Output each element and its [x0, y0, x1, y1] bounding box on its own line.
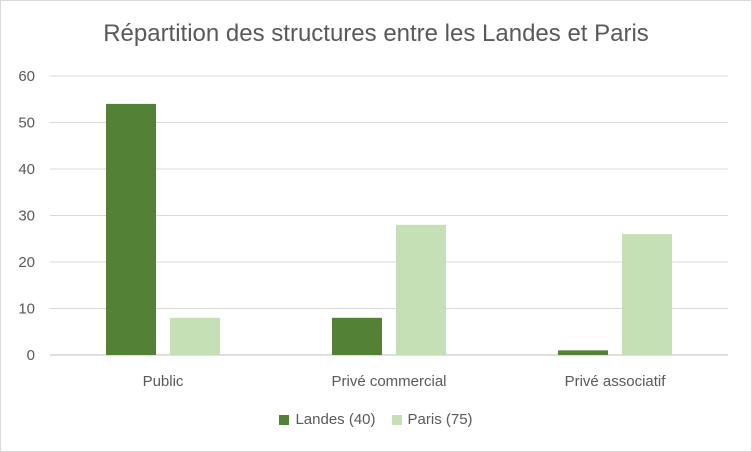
chart-legend: Landes (40) Paris (75)	[0, 411, 752, 428]
chart-title: Répartition des structures entre les Lan…	[103, 20, 649, 47]
bar-landes-0	[106, 103, 156, 356]
bar-landes-1	[332, 317, 382, 355]
x-tick-label: Privé associatif	[565, 373, 667, 390]
legend-label-paris: Paris (75)	[407, 411, 473, 428]
legend-swatch-landes	[279, 414, 290, 425]
legend-label-landes: Landes (40)	[295, 411, 376, 428]
legend-item-landes: Landes (40)	[279, 411, 376, 428]
y-tick-label: 0	[27, 347, 35, 364]
legend-swatch-paris	[391, 414, 402, 425]
bar-paris-2	[622, 234, 672, 355]
y-tick-label: 30	[18, 208, 35, 225]
bar-paris-1	[396, 224, 446, 355]
bar-landes-2	[558, 350, 608, 355]
bar-paris-0	[170, 317, 220, 355]
legend-item-paris: Paris (75)	[391, 411, 473, 428]
y-tick-label: 20	[18, 254, 35, 271]
x-tick-label: Public	[143, 373, 184, 390]
y-tick-label: 40	[18, 161, 35, 178]
x-tick-label: Privé commercial	[331, 373, 446, 390]
y-tick-label: 60	[18, 68, 35, 85]
y-tick-label: 10	[18, 301, 35, 318]
y-tick-label: 50	[18, 115, 35, 132]
